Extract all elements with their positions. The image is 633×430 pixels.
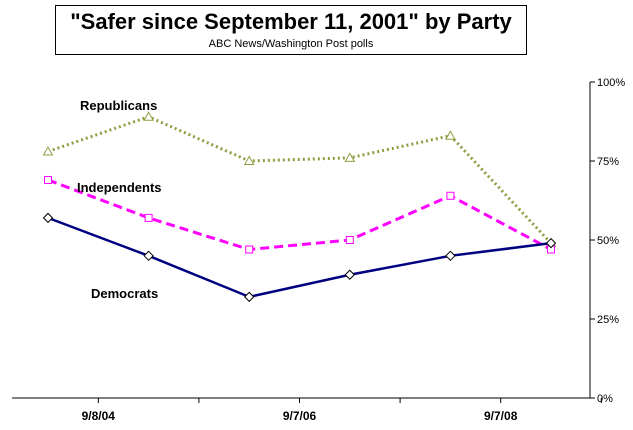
series-label-independents: Independents <box>77 180 162 195</box>
y-tick-label: 75% <box>597 156 619 168</box>
series-line-democrats <box>47 216 552 299</box>
series-label-democrats: Democrats <box>91 286 158 301</box>
series-layer <box>42 111 557 303</box>
chart-subtitle: ABC News/Washington Post polls <box>208 38 374 50</box>
marker-republicans <box>243 155 255 165</box>
x-tick-label: 9/8/04 <box>82 409 116 423</box>
marker-independents <box>245 245 254 254</box>
labels-layer: Republicans Independents Democrats <box>77 98 162 301</box>
series-line-republicans <box>47 115 553 245</box>
marker-democrats <box>545 237 557 249</box>
title-box: "Safer since September 11, 2001" by Part… <box>55 5 527 55</box>
series-label-republicans: Republicans <box>80 98 157 113</box>
marker-democrats <box>243 291 255 303</box>
y-tick-label: 100% <box>597 77 625 89</box>
marker-democrats <box>143 250 154 262</box>
y-tick-label: 50% <box>597 235 619 247</box>
x-tick-label: 9/7/08 <box>484 409 518 423</box>
chart-title: "Safer since September 11, 2001" by Part… <box>70 9 512 34</box>
axes: 0%25%50%75%100%9/8/049/7/069/7/089/5/10 <box>12 77 625 423</box>
marker-independents <box>144 213 153 222</box>
marker-republicans <box>143 111 154 121</box>
marker-democrats <box>445 250 456 262</box>
y-tick-label: 0% <box>597 393 613 405</box>
marker-independents <box>345 236 354 244</box>
marker-democrats <box>42 212 54 224</box>
y-tick-label: 25% <box>597 314 619 326</box>
marker-independents <box>44 175 52 184</box>
series-line-independents <box>47 178 552 252</box>
marker-republicans <box>445 130 456 140</box>
x-tick-label: 9/7/06 <box>283 409 317 423</box>
marker-democrats <box>344 269 356 280</box>
marker-republicans <box>42 146 54 156</box>
marker-republicans <box>344 152 356 162</box>
marker-independents <box>446 191 455 200</box>
